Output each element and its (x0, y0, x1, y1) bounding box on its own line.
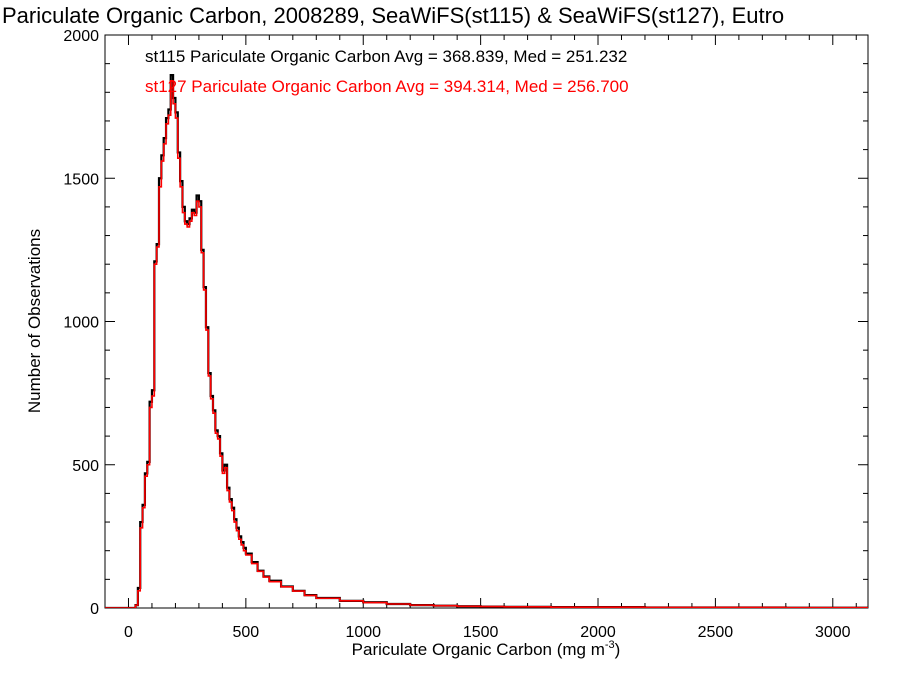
x-tick-label: 2000 (580, 624, 616, 641)
y-axis-label: Number of Observations (25, 229, 44, 413)
y-axis: 0 500 1000 1500 2000 (63, 28, 868, 618)
x-tick-label: 0 (124, 624, 133, 641)
x-axis-label: Pariculate Organic Carbon (mg m-3) (352, 639, 621, 659)
chart-title: Pariculate Organic Carbon, 2008289, SeaW… (2, 3, 784, 28)
series-layer (105, 74, 868, 608)
y-tick-label: 500 (72, 458, 99, 475)
y-tick-label: 1000 (63, 315, 99, 332)
x-tick-label: 1000 (345, 624, 381, 641)
series-st115-stats-label: st115 Pariculate Organic Carbon Avg = 36… (145, 47, 627, 66)
series-st115-line (105, 74, 868, 608)
x-tick-label: 500 (233, 624, 260, 641)
x-tick-label: 2500 (698, 624, 734, 641)
x-tick-label: 1500 (463, 624, 499, 641)
plot-frame (104, 34, 869, 609)
series-st127-stats-label: st127 Pariculate Organic Carbon Avg = 39… (145, 77, 629, 96)
y-tick-label: 2000 (63, 28, 99, 45)
y-tick-label: 0 (90, 601, 99, 618)
series-st127-line (105, 80, 868, 608)
x-axis: 0 500 1000 1500 2000 2500 3000 (124, 35, 857, 641)
y-tick-label: 1500 (63, 171, 99, 188)
x-tick-label: 3000 (815, 624, 851, 641)
